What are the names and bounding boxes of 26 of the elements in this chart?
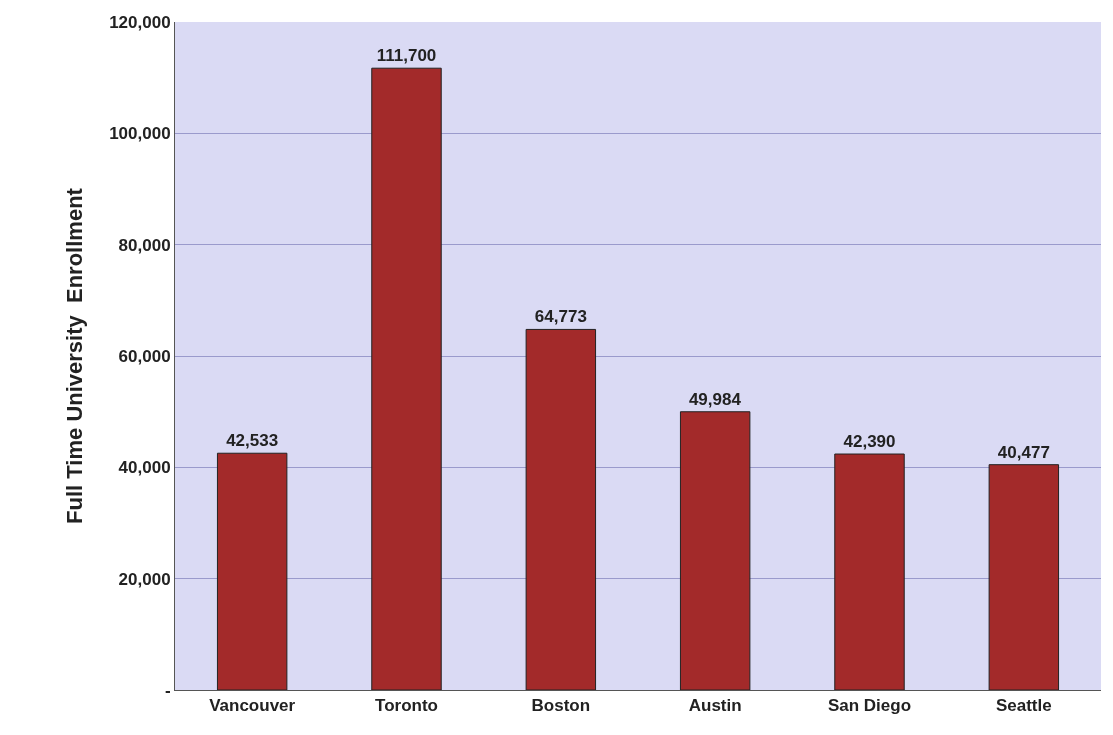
y-tick-label: 40,000: [118, 458, 171, 478]
data-label: 42,390: [843, 432, 896, 452]
y-tick-label: 60,000: [118, 346, 171, 366]
bar: [525, 328, 597, 690]
y-axis-title: Full Time University Enrollment: [61, 187, 87, 524]
x-tick-label: Seattle: [995, 696, 1052, 716]
y-tick-label: 80,000: [118, 235, 171, 255]
bar: [834, 453, 905, 690]
y-tick-label: 120,000: [109, 12, 171, 32]
bar: [988, 464, 1060, 690]
x-tick-label: Toronto: [375, 696, 438, 716]
y-tick-label: 100,000: [109, 124, 171, 144]
x-tick-label: Austin: [688, 696, 742, 716]
x-tick-label: Vancouver: [209, 696, 296, 716]
bar: [679, 411, 751, 690]
bar: [216, 452, 288, 690]
y-tick-label: -: [164, 680, 171, 700]
x-tick-label: San Diego: [827, 696, 912, 716]
data-label: 49,984: [688, 389, 742, 409]
data-label: 64,773: [534, 307, 587, 327]
data-label: 111,700: [376, 46, 437, 66]
data-label: 42,533: [226, 431, 279, 451]
x-tick-label: Boston: [531, 696, 591, 716]
bar: [371, 67, 442, 690]
data-label: 40,477: [997, 442, 1050, 462]
y-tick-label: 20,000: [118, 569, 171, 589]
